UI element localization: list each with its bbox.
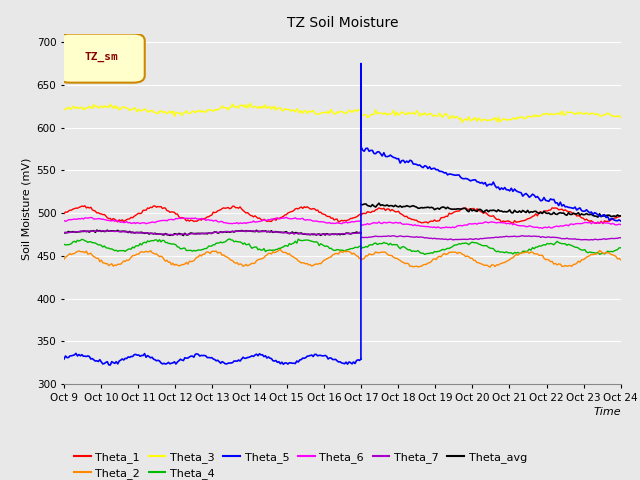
Text: TZ_sm: TZ_sm xyxy=(85,52,119,62)
Y-axis label: Soil Moisture (mV): Soil Moisture (mV) xyxy=(21,157,31,260)
Text: Time: Time xyxy=(593,407,621,417)
Legend: Theta_1, Theta_2, Theta_3, Theta_4, Theta_5, Theta_6, Theta_7, Theta_avg: Theta_1, Theta_2, Theta_3, Theta_4, Thet… xyxy=(70,447,531,480)
Title: TZ Soil Moisture: TZ Soil Moisture xyxy=(287,16,398,30)
FancyBboxPatch shape xyxy=(58,34,145,83)
